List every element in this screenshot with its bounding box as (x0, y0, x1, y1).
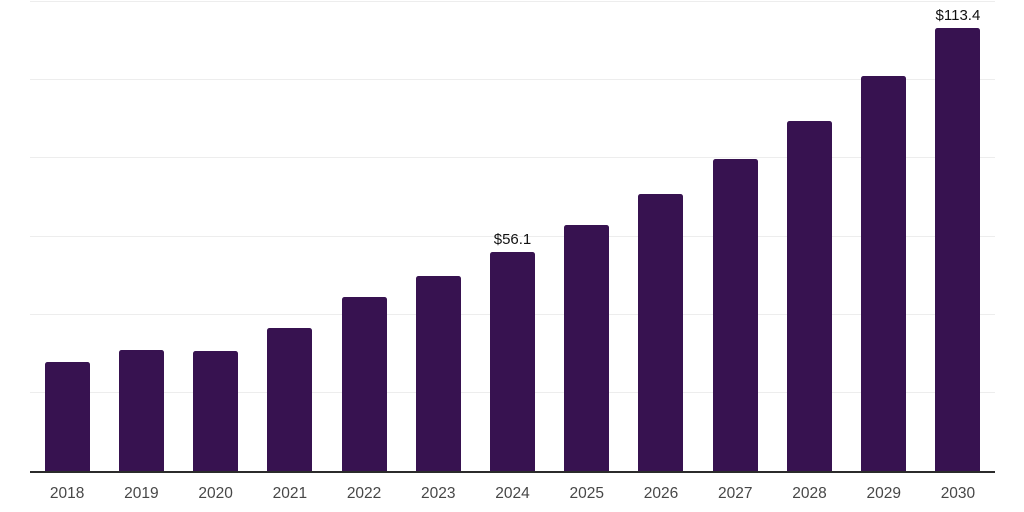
x-tick-2025: 2025 (569, 485, 604, 502)
bar-2018 (44, 361, 90, 471)
bar-slot-2029 (847, 2, 921, 471)
bars-container: $56.1 $113.4 (30, 2, 995, 471)
bar-2030 (935, 27, 981, 471)
bar-slot-2026 (624, 2, 698, 471)
x-tick-2024: 2024 (495, 485, 530, 502)
x-tick-2023: 2023 (421, 485, 456, 502)
bar-2021 (267, 327, 313, 471)
x-axis-labels: 2018 2019 2020 2021 2022 2023 2024 2025 2026 2027… (30, 483, 995, 505)
bar-slot-2018 (30, 2, 104, 471)
gridline-60 (30, 235, 995, 237)
value-label-2030: $113.4 (935, 6, 981, 24)
bar-slot-2025 (550, 2, 624, 471)
bar-2022 (341, 297, 387, 471)
bar-slot-2027 (698, 2, 772, 471)
bar-2027 (712, 159, 758, 471)
x-tick-2026: 2026 (643, 485, 679, 502)
x-tick-2028: 2028 (792, 485, 827, 502)
x-tick-2019: 2019 (124, 485, 159, 502)
x-tick-2027: 2027 (717, 485, 753, 502)
bar-2024 (490, 251, 536, 471)
x-tick-2030: 2030 (940, 485, 976, 502)
gridline-100 (30, 79, 995, 81)
x-tick-2022: 2022 (346, 485, 382, 502)
bar-slot-2023 (401, 2, 475, 471)
bar-2023 (415, 276, 461, 471)
bar-2025 (564, 224, 610, 471)
x-tick-2029: 2029 (866, 485, 901, 502)
bar-slot-2022 (327, 2, 401, 471)
bar-2020 (193, 351, 239, 471)
bar-2029 (861, 76, 907, 471)
plot-area: $56.1 $113.4 (30, 1, 995, 473)
bar-slot-2028 (772, 2, 846, 471)
x-tick-2018: 2018 (49, 485, 85, 502)
gridline-120 (30, 1, 995, 2)
bar-slot-2030: $113.4 (921, 2, 995, 471)
bar-slot-2019 (104, 2, 178, 471)
x-tick-2021: 2021 (272, 485, 308, 502)
x-tick-2020: 2020 (198, 485, 233, 502)
bar-2019 (118, 350, 164, 471)
bar-slot-2021 (253, 2, 327, 471)
bar-slot-2020 (178, 2, 252, 471)
gridline-80 (30, 157, 995, 159)
bar-2026 (638, 193, 684, 471)
value-label-2024: $56.1 (493, 230, 532, 248)
bar-2028 (786, 120, 832, 471)
bar-slot-2024: $56.1 (475, 2, 549, 471)
